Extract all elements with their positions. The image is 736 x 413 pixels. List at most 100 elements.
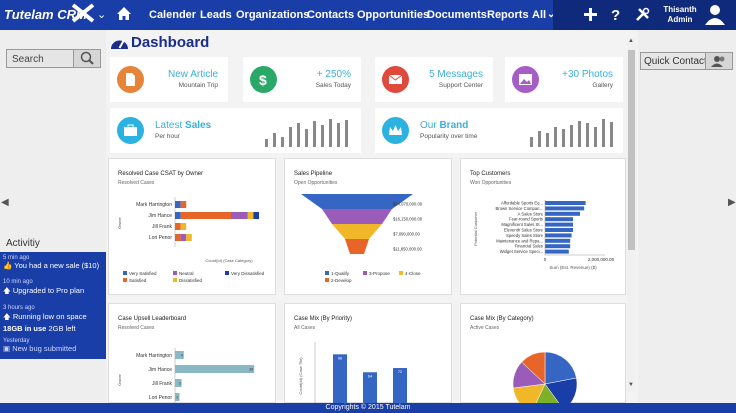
quick-contact-box[interactable]: Quick Contact <box>640 52 733 70</box>
search-box[interactable]: Search <box>6 49 101 68</box>
stat-card-photos[interactable]: +30 Photos Gallery <box>505 57 623 102</box>
dashboard-gauge-icon <box>111 39 128 49</box>
csat-chart-panel: Resolved Case CSAT by Owner Resolved Cas… <box>108 158 276 295</box>
left-collapse-arrow-icon[interactable]: ◀ <box>1 197 9 208</box>
sparkline-bar <box>265 139 268 147</box>
tools-icon[interactable] <box>635 7 650 22</box>
user-first-name: Thisanth <box>663 5 697 14</box>
plus-icon[interactable] <box>584 8 597 21</box>
sparkline-bar <box>586 123 589 147</box>
sparkline-bar <box>602 119 605 147</box>
legend-swatch <box>363 271 367 275</box>
bar-segment <box>186 234 192 241</box>
briefcase-icon <box>117 117 144 144</box>
data-label: 3 <box>179 382 181 386</box>
card-subtitle: Popularity over time <box>420 133 478 140</box>
tick-label: Jim Hance <box>148 367 172 373</box>
card-subtitle: Sales Today <box>315 82 351 89</box>
activity-time: 5 min ago <box>3 255 30 261</box>
nav-all-chevron-icon[interactable]: ⌄ <box>547 9 556 20</box>
stat-card-sales[interactable]: $ + 250% Sales Today <box>243 57 361 102</box>
nav-reports[interactable]: Reports <box>487 9 529 21</box>
bar <box>175 351 184 359</box>
x-axis-label: Sum (Est. Revenue) ($) <box>549 265 597 270</box>
tick-label: Maintenance and Repa... <box>496 238 543 243</box>
top-customers-chart-panel: Top Customers Won Opportunities Affordab… <box>460 158 626 295</box>
legend-swatch <box>173 271 177 275</box>
thumb-icon: 👍 <box>3 261 13 270</box>
sparkline-bar <box>538 131 541 147</box>
user-name[interactable]: Thisanth Admin <box>662 5 698 25</box>
sparkline-bar <box>321 125 324 147</box>
nav-contacts[interactable]: Contacts <box>307 9 355 21</box>
bug-icon: ▣ <box>3 344 11 353</box>
stat-card-article[interactable]: New Article Mountain Trip <box>110 57 228 102</box>
nav-documents[interactable]: Documents <box>427 9 487 21</box>
search-button[interactable] <box>73 50 100 67</box>
bar-segment <box>253 212 259 219</box>
user-role: Admin <box>667 15 693 24</box>
legend-label: 3-Propose <box>369 271 390 276</box>
sparkline-bar <box>329 119 332 147</box>
data-label: $16,150,000.00 <box>393 217 423 222</box>
category-chart-panel: Case Mix (By Category) Active Cases <box>460 303 626 404</box>
search-input[interactable]: Search <box>12 54 44 65</box>
legend-label: Dissatisfied <box>179 278 203 283</box>
help-icon[interactable]: ? <box>611 7 622 22</box>
chevron-down-icon[interactable]: ⌄ <box>97 9 107 21</box>
activity-time: Yesterday <box>3 338 30 344</box>
footer: Copyrights © 2015 Tutelam <box>0 403 736 413</box>
sparkline-bar <box>530 137 533 147</box>
scrollbar-thumb[interactable] <box>628 50 635 250</box>
legend-swatch <box>123 271 127 275</box>
right-collapse-arrow-icon[interactable]: ▶ <box>728 197 736 208</box>
user-avatar-icon[interactable] <box>704 3 726 25</box>
pipeline-chart: $24,070,000.00 $16,150,000.00 $7,090,000.0… <box>301 194 423 283</box>
nav-calender[interactable]: Calender <box>149 9 197 21</box>
brand-card[interactable]: Our Brand Popularity over time <box>375 108 623 153</box>
sparkline-bar <box>594 127 597 147</box>
card-subtitle: Mountain Trip <box>178 82 218 89</box>
app-title: Tutelam CRM <box>4 7 87 22</box>
sparkline-bar <box>337 123 340 147</box>
pie-slice <box>544 377 578 404</box>
latest-sales-card[interactable]: Latest Sales Per hour <box>110 108 361 153</box>
legend-swatch <box>173 278 177 282</box>
tick-label: Eleventh Sales Store <box>504 228 544 233</box>
bar-segment <box>231 212 248 219</box>
dollar-icon: $ <box>250 66 277 93</box>
card-subtitle: Gallery <box>592 82 613 89</box>
bar <box>545 206 585 211</box>
bar-segment <box>175 223 181 230</box>
activity-item[interactable]: Yesterday ▣ New bug submitted <box>3 338 103 353</box>
sparkline-bar <box>289 127 292 147</box>
main-scrollbar[interactable]: ▲ ▼ <box>627 38 636 392</box>
nav-leads[interactable]: Leads <box>200 9 232 21</box>
stat-card-messages[interactable]: 5 Messages Support Center <box>375 57 493 102</box>
scroll-up-icon[interactable]: ▲ <box>628 38 634 44</box>
card-subtitle: Per hour <box>155 133 180 140</box>
funnel-stage <box>322 209 392 224</box>
data-label: $11,850,000.00 <box>393 247 422 252</box>
chart-title: Resolved Case CSAT by Owner <box>118 171 204 177</box>
home-button[interactable] <box>116 6 132 23</box>
activity-item[interactable]: 5 min ago 👍 You had a new sale ($10) <box>3 255 103 270</box>
legend-swatch <box>325 278 329 282</box>
sparkline-bar <box>345 120 348 147</box>
nav-opportunities[interactable]: Opportunities <box>357 9 430 21</box>
upsell-chart: Mark Harrington 4 Jim Hance 36 Jill Frank 3 Lo… <box>117 348 255 404</box>
nav-organizations[interactable]: Organizations <box>236 9 310 21</box>
activity-item[interactable]: 10 min ago 🡅 Upgraded to Pro plan <box>3 279 103 298</box>
chart-subtitle: Won Opportunities <box>470 180 512 186</box>
funnel-stage <box>345 239 369 254</box>
activity-item[interactable]: 3 hours ago 🡅 Running low on space 18GB … <box>3 305 103 333</box>
app-logo[interactable]: Tutelam CRM <box>4 3 95 23</box>
quick-contact-button[interactable] <box>705 53 732 69</box>
data-label: 2 <box>176 396 178 400</box>
scroll-down-icon[interactable]: ▼ <box>628 382 634 388</box>
nav-all[interactable]: All <box>532 9 547 21</box>
card-title-bold: Sales <box>185 120 212 131</box>
y-axis-label: Potential Customer <box>473 211 478 246</box>
brand-sparkline <box>530 119 613 147</box>
bar-segment <box>175 234 181 241</box>
